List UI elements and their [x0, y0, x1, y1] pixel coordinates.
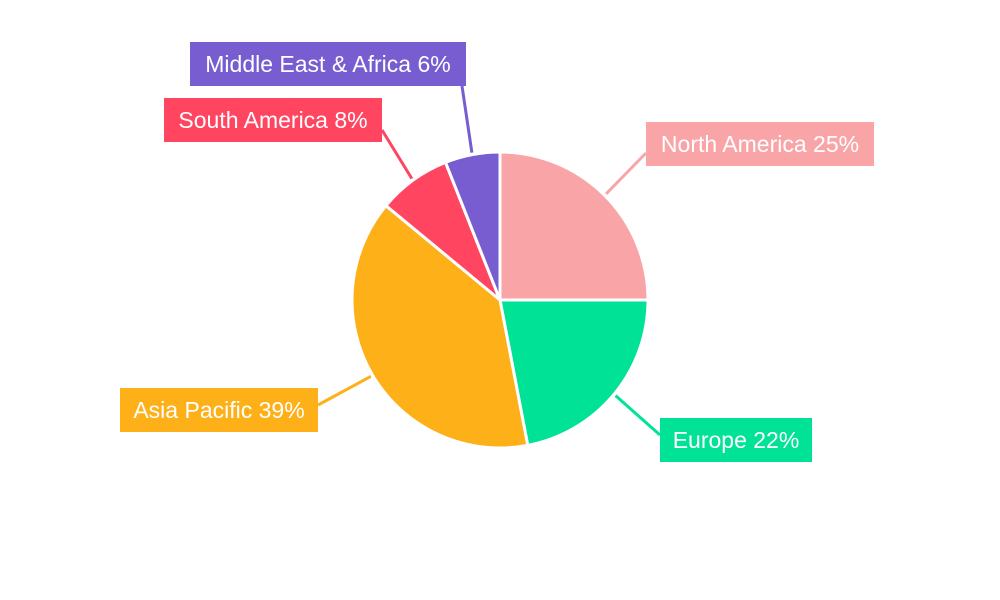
data-label-box-1 — [660, 418, 812, 462]
data-label-box-4 — [190, 42, 466, 86]
data-label-box-3 — [164, 98, 382, 142]
data-label-box-0 — [646, 122, 874, 166]
connector-line-1 — [614, 394, 661, 437]
data-label-3: South America 8% — [178, 107, 367, 133]
data-label-1: Europe 22% — [673, 427, 800, 453]
pie-slice-0[interactable] — [498, 150, 650, 302]
connector-line-4 — [460, 85, 474, 153]
data-label-2: Asia Pacific 39% — [133, 397, 304, 423]
connector-line-3 — [380, 129, 414, 180]
pie-slice-2[interactable] — [350, 203, 530, 450]
pie-slice-1[interactable] — [498, 298, 650, 448]
data-label-0: North America 25% — [661, 131, 859, 157]
data-label-4: Middle East & Africa 6% — [205, 51, 450, 77]
connector-line-2 — [317, 375, 372, 407]
data-label-box-2 — [120, 388, 318, 432]
pie-slice-4[interactable] — [443, 150, 502, 301]
connector-line-0 — [604, 151, 648, 195]
